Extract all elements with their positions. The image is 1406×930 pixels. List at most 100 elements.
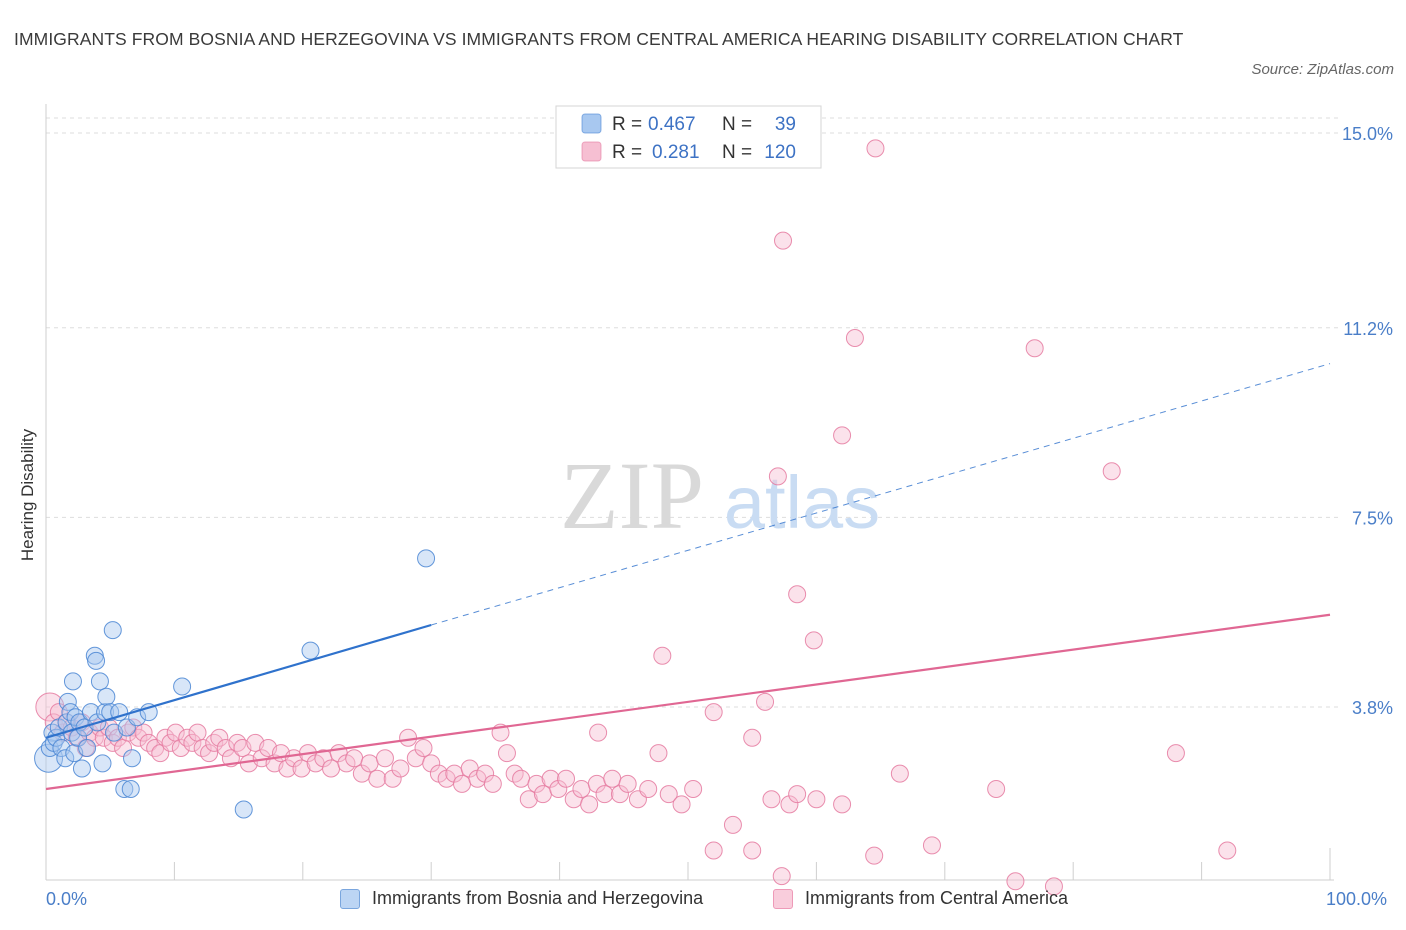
bosnia-point-33 [121,780,140,798]
central-america-point-58 [375,749,394,768]
central-america-point-121 [804,631,823,650]
central-america-point-111 [1044,877,1063,896]
central-america-point-105 [833,795,852,814]
legend-item-bosnia[interactable]: Immigrants from Bosnia and Herzegovina [340,888,703,909]
central-america-point-76 [512,769,531,788]
central-america-point-110 [1006,872,1025,891]
central-america-point-64 [422,754,441,773]
central-america-point-32 [200,744,219,763]
central-america-point-78 [527,774,546,793]
central-america-point-74 [497,744,516,763]
central-america-point-126 [866,139,885,158]
central-america-point-85 [580,795,599,814]
legend-label-central-america: Immigrants from Central America [805,888,1069,908]
central-america-point-27 [171,739,190,757]
central-america-point-97 [704,841,723,860]
central-america-point-124 [1025,339,1044,358]
central-america-point-57 [368,769,387,788]
central-america-point-30 [188,723,207,742]
legend-n-label-pink: N = [722,142,752,163]
central-america-point-118 [589,723,608,742]
watermark-atlas: atlas [724,461,880,544]
chart-source: Source: ZipAtlas.com [1251,61,1394,78]
central-america-point-18 [124,718,143,737]
central-america-point-94 [659,785,678,804]
x-tick-label-max: 100.0% [1326,889,1388,909]
central-america-point-37 [228,733,247,752]
central-america-point-113 [1218,841,1237,860]
bosnia-point-24 [90,672,109,691]
central-america-point-90 [618,774,637,793]
central-america-point-104 [807,790,826,809]
bosnia-point-38 [234,800,253,819]
central-america-point-56 [360,754,379,773]
central-america-point-101 [772,867,791,886]
legend-n-label-blue: N = [722,114,752,135]
central-america-trend-line [45,613,1331,791]
bosnia-point-20 [81,703,100,722]
bosnia-point-22 [87,651,106,670]
central-america-point-63 [414,739,433,757]
central-america-point-19 [129,728,148,747]
central-america-point-33 [205,733,224,752]
legend-r-value-pink: 0.281 [652,142,700,163]
bosnia-point-12 [63,672,82,691]
y-tick-labels: 3.8% 7.5% 11.2% 15.0% [1342,124,1393,718]
central-america-point-127 [774,231,793,250]
central-america-point-98 [723,815,742,834]
bosnia-trend-extension [431,363,1331,626]
bosnia-point-37 [173,677,192,696]
central-america-point-79 [533,785,552,804]
central-america-points [35,139,1237,896]
y-tick-label-0: 3.8% [1352,698,1393,718]
central-america-point-100 [762,790,781,809]
central-america-point-24 [156,728,175,747]
x-tick-label-min: 0.0% [46,889,88,909]
central-america-point-88 [603,769,622,788]
central-america-point-123 [845,329,864,347]
central-america-point-84 [572,780,591,798]
central-america-point-93 [649,744,668,763]
legend-item-central-america[interactable]: Immigrants from Central America [773,888,1068,909]
central-america-point-103 [788,785,807,804]
central-america-point-51 [322,759,341,778]
bosnia-point-27 [97,687,116,706]
central-america-point-120 [788,585,807,604]
central-america-point-107 [890,764,909,783]
central-america-point-71 [476,764,495,783]
central-america-point-112 [1166,744,1185,763]
central-america-point-47 [292,759,311,778]
central-america-point-61 [399,728,418,747]
central-america-point-60 [391,759,410,778]
central-america-point-115 [704,703,723,722]
central-america-point-80 [541,769,560,788]
watermark-zip: ZIP [560,442,704,549]
legend-swatch-central-america [773,888,793,909]
central-america-point-20 [134,723,153,742]
legend-label-bosnia: Immigrants from Bosnia and Herzegovina [372,888,704,908]
central-america-point-96 [684,780,703,798]
central-america-point-102 [780,795,799,814]
legend-r-label-blue: R = [612,114,642,135]
bosnia-point-34 [123,749,142,768]
correlation-legend: R = 0.467 N = 39 R = 0.281 N = 120 [555,105,822,169]
central-america-point-25 [161,733,180,752]
central-america-point-87 [595,785,614,804]
central-america-point-109 [987,780,1006,798]
central-america-point-119 [768,467,787,486]
bosnia-point-39 [301,641,320,660]
bosnia-point-40 [417,549,436,568]
central-america-point-122 [833,426,852,445]
bosnia-point-19 [78,739,97,757]
central-america-point-82 [557,769,576,788]
bosnia-point-7 [56,749,75,768]
central-america-point-72 [483,774,502,793]
central-america-point-114 [653,646,672,665]
central-america-point-28 [178,728,197,747]
central-america-point-106 [865,846,884,865]
legend-r-value-blue: 0.467 [648,114,696,135]
bosnia-point-9 [58,692,77,711]
central-america-point-95 [672,795,691,814]
central-america-point-68 [453,774,472,793]
